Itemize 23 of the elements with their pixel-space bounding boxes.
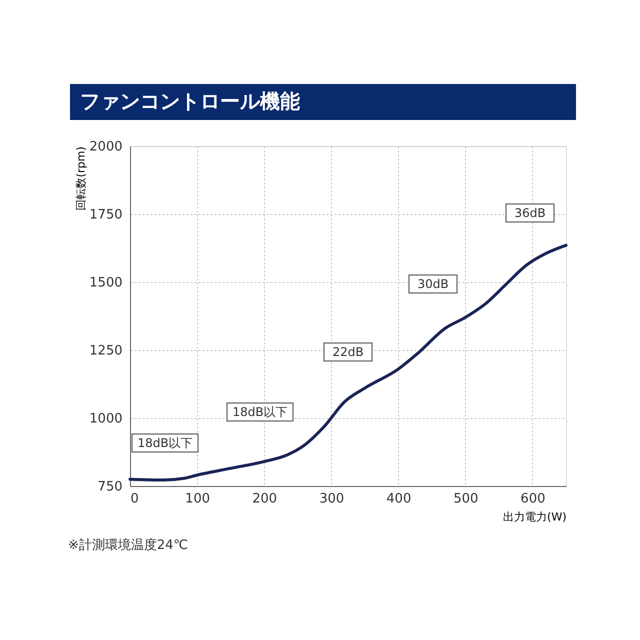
x-tick-label: 200 xyxy=(252,492,278,506)
y-tick-label: 1250 xyxy=(89,344,122,358)
annotation: 36dB xyxy=(514,206,546,220)
y-tick-label: 2000 xyxy=(89,140,122,154)
x-tick-label: 600 xyxy=(520,492,546,506)
x-axis-title: 出力電力(W) xyxy=(503,510,566,524)
chart-title: ファンコントロール機能 xyxy=(80,89,300,113)
y-tick-label: 1750 xyxy=(89,208,122,222)
x-tick-label: 300 xyxy=(319,492,344,506)
annotation: 22dB xyxy=(332,345,364,359)
y-tick-label: 1000 xyxy=(89,412,122,426)
x-tick-label: 400 xyxy=(386,492,412,506)
y-tick-label: 1500 xyxy=(89,276,122,290)
annotation: 18dB以下 xyxy=(137,436,193,450)
x-tick-label: 100 xyxy=(185,492,210,506)
y-axis-title: 回転数(rpm) xyxy=(74,146,88,210)
y-tick-label: 750 xyxy=(98,480,122,494)
x-tick-label: 500 xyxy=(453,492,478,506)
annotation: 18dB以下 xyxy=(232,405,288,419)
annotation: 30dB xyxy=(417,277,449,291)
x-tick-label: 0 xyxy=(130,492,139,506)
text: ※計測環境温度24℃ xyxy=(68,537,188,553)
line-series xyxy=(128,244,568,482)
